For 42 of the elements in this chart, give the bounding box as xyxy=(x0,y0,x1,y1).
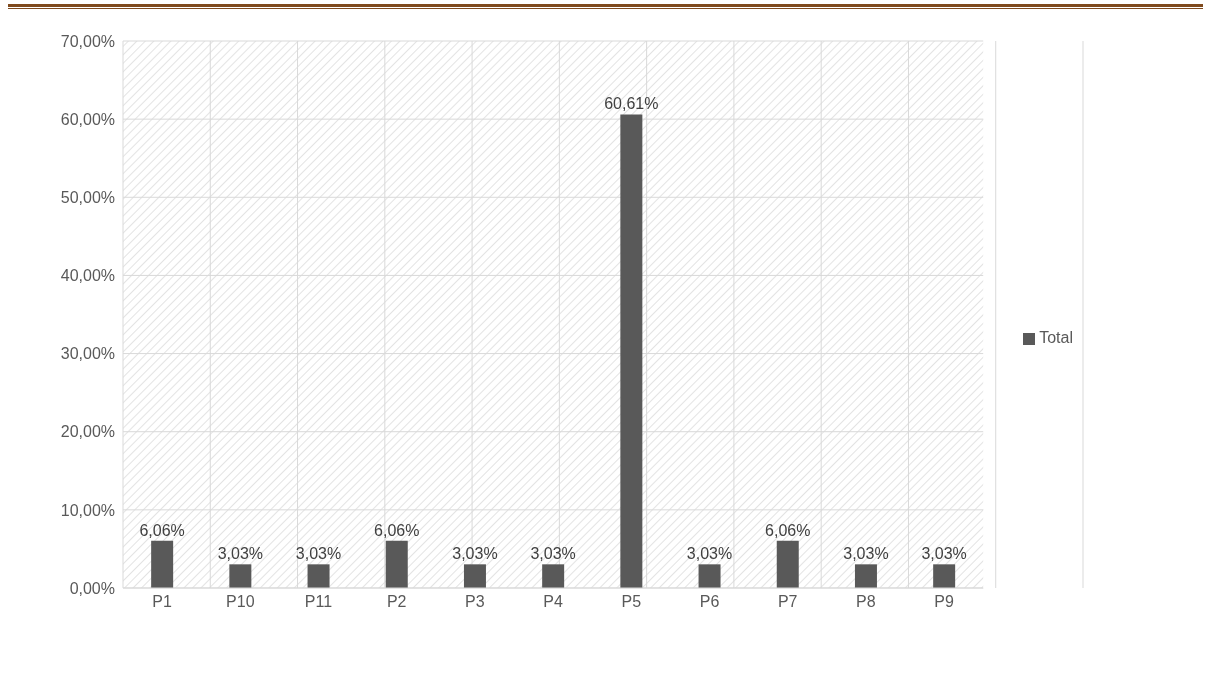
data-label: 3,03% xyxy=(686,545,733,563)
y-tick-label: 0,00% xyxy=(69,579,115,597)
bar xyxy=(698,564,721,588)
data-label: 3,03% xyxy=(452,545,498,563)
bar xyxy=(307,564,330,588)
x-tick-label: P7 xyxy=(777,593,798,611)
data-label: 3,03% xyxy=(843,545,889,563)
x-tick-label: P11 xyxy=(304,593,333,611)
data-label: 6,06% xyxy=(765,521,811,539)
data-label: 6,06% xyxy=(139,521,185,539)
y-tick-label: 70,00% xyxy=(60,32,115,50)
x-tick-label: P4 xyxy=(543,593,563,611)
bar xyxy=(542,564,565,588)
bar xyxy=(463,564,486,588)
bar xyxy=(229,564,252,588)
x-tick-label: P2 xyxy=(386,593,407,611)
bar xyxy=(933,564,956,588)
bar xyxy=(385,540,408,588)
y-tick-label: 10,00% xyxy=(60,501,115,519)
y-tick-label: 30,00% xyxy=(60,345,115,363)
x-tick-label: P6 xyxy=(699,593,720,611)
data-label: 3,03% xyxy=(295,545,342,563)
x-tick-label: P10 xyxy=(226,593,255,611)
x-tick-label: P1 xyxy=(152,593,172,611)
legend-label: Total xyxy=(1039,329,1073,346)
bar xyxy=(854,564,877,588)
y-tick-label: 40,00% xyxy=(60,267,115,285)
x-tick-label: P3 xyxy=(465,593,485,611)
data-label: 3,03% xyxy=(921,545,967,563)
data-label: 3,03% xyxy=(530,545,576,563)
x-tick-label: P8 xyxy=(856,593,876,611)
bar xyxy=(151,540,174,588)
y-tick-label: 20,00% xyxy=(60,423,115,441)
y-tick-label: 50,00% xyxy=(60,188,115,206)
data-label: 60,61% xyxy=(604,95,659,113)
bar xyxy=(620,114,643,588)
x-tick-label: P9 xyxy=(934,593,954,611)
data-label: 6,06% xyxy=(374,521,420,539)
x-tick-label: P5 xyxy=(621,593,642,611)
y-tick-label: 60,00% xyxy=(60,110,115,128)
bar xyxy=(776,540,799,588)
data-label: 3,03% xyxy=(217,545,264,563)
